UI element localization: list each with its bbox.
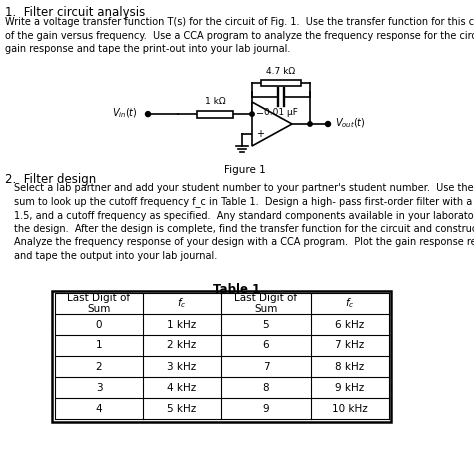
Text: 7 kHz: 7 kHz — [336, 341, 365, 350]
Text: 8 kHz: 8 kHz — [336, 361, 365, 372]
Text: 6: 6 — [263, 341, 269, 350]
Bar — [261, 80, 301, 86]
Text: +: + — [256, 129, 264, 139]
Text: 2: 2 — [96, 361, 102, 372]
Circle shape — [250, 112, 254, 116]
Text: $f_c$: $f_c$ — [345, 296, 355, 310]
Text: $V_{in}(t)$: $V_{in}(t)$ — [112, 106, 138, 120]
Text: 10 kHz: 10 kHz — [332, 403, 368, 414]
Bar — [197, 111, 233, 118]
Bar — [53, 290, 392, 421]
Text: 0.01 μF: 0.01 μF — [264, 108, 298, 117]
Text: 5: 5 — [263, 319, 269, 330]
Text: 8: 8 — [263, 383, 269, 392]
Text: Last Digit of
Sum: Last Digit of Sum — [235, 293, 298, 314]
Circle shape — [326, 122, 330, 126]
Text: 1 kΩ: 1 kΩ — [205, 97, 225, 106]
Polygon shape — [252, 102, 292, 146]
Text: Table 1: Table 1 — [213, 283, 261, 296]
Text: Last Digit of
Sum: Last Digit of Sum — [67, 293, 130, 314]
Text: 4 kHz: 4 kHz — [167, 383, 197, 392]
Text: 2 kHz: 2 kHz — [167, 341, 197, 350]
Text: −: − — [256, 109, 264, 119]
Text: 4: 4 — [96, 403, 102, 414]
Circle shape — [146, 112, 151, 117]
Text: Figure 1: Figure 1 — [224, 165, 266, 175]
Circle shape — [308, 122, 312, 126]
Text: 2.  Filter design: 2. Filter design — [5, 173, 96, 186]
Text: 1.  Filter circuit analysis: 1. Filter circuit analysis — [5, 6, 145, 19]
Text: Write a voltage transfer function T(s) for the circuit of Fig. 1.  Use the trans: Write a voltage transfer function T(s) f… — [5, 17, 474, 54]
Text: 5 kHz: 5 kHz — [167, 403, 197, 414]
Text: Select a lab partner and add your student number to your partner's student numbe: Select a lab partner and add your studen… — [14, 183, 474, 261]
Text: 7: 7 — [263, 361, 269, 372]
Text: 0: 0 — [96, 319, 102, 330]
Text: 3 kHz: 3 kHz — [167, 361, 197, 372]
Text: 1: 1 — [96, 341, 102, 350]
Text: 4.7 kΩ: 4.7 kΩ — [266, 67, 296, 76]
Text: 6 kHz: 6 kHz — [336, 319, 365, 330]
Text: $V_{out}(t)$: $V_{out}(t)$ — [335, 116, 366, 130]
Text: 3: 3 — [96, 383, 102, 392]
Text: $f_c$: $f_c$ — [177, 296, 187, 310]
Text: 1 kHz: 1 kHz — [167, 319, 197, 330]
Text: 9: 9 — [263, 403, 269, 414]
Text: 9 kHz: 9 kHz — [336, 383, 365, 392]
